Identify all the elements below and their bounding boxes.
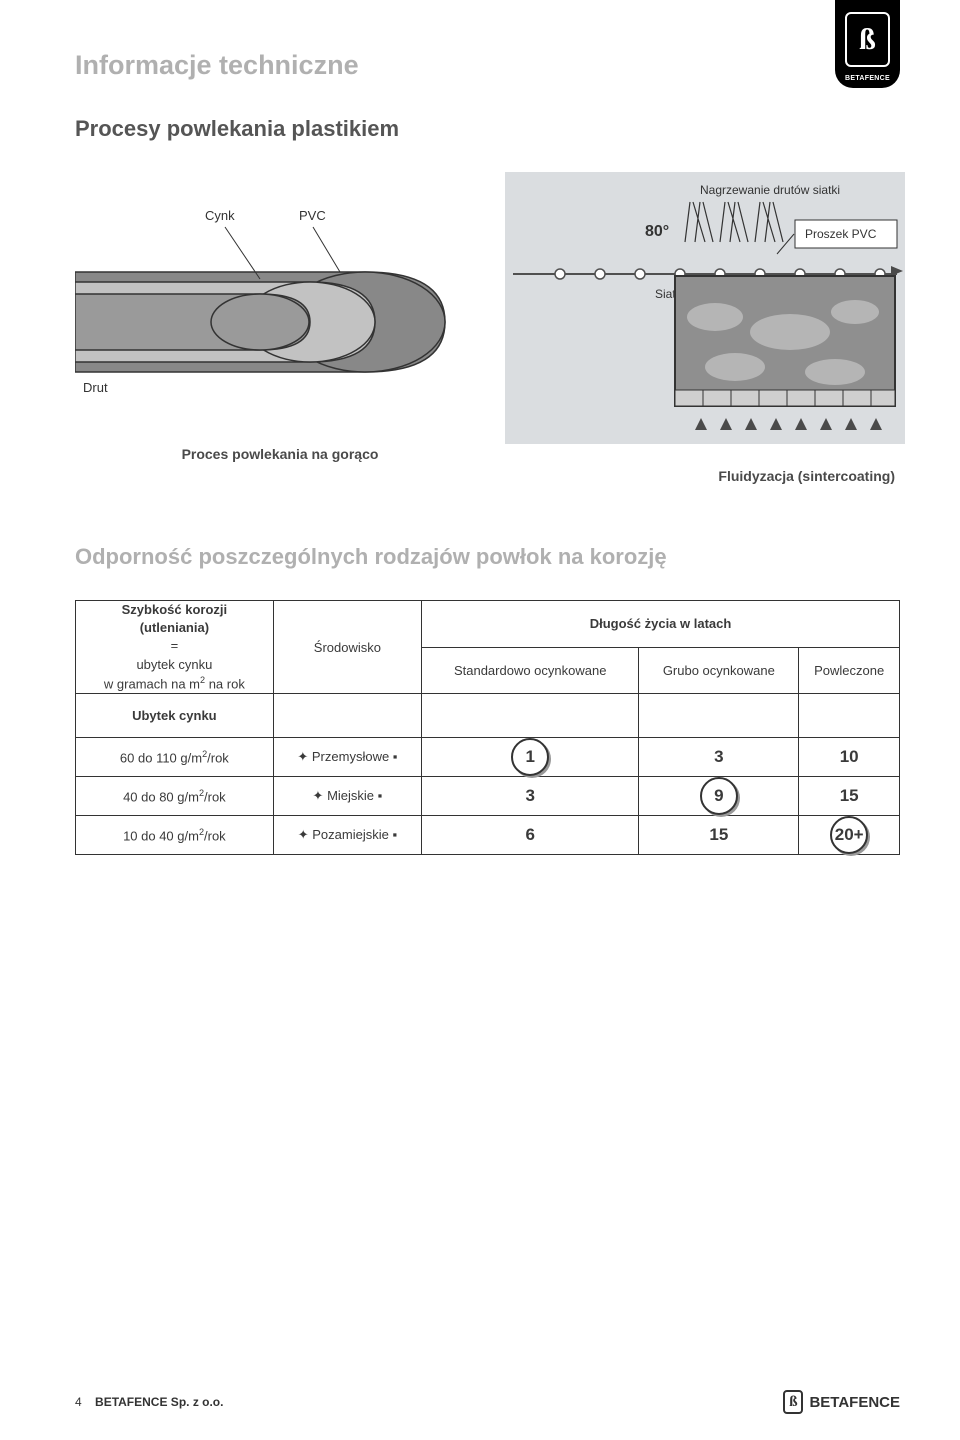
head-col1-l3: = — [76, 637, 273, 655]
table-row-rate: 40 do 80 g/m2/rok — [76, 777, 274, 816]
table-row-val: 15 — [639, 816, 799, 855]
table-row-val: 9 — [639, 777, 799, 816]
brand-logo: ß BETAFENCE — [835, 0, 900, 88]
head-col1-l1: Szybkość korozji — [76, 601, 273, 619]
label-drut: Drut — [83, 380, 108, 395]
section-subtitle: Procesy powlekania plastikiem — [75, 116, 900, 142]
footer-logo-icon: ß — [783, 1390, 803, 1414]
diagrams-row: Cynk PVC Drut Proces powlekania na gorąc… — [75, 172, 900, 484]
table-row-val: 1 — [422, 738, 639, 777]
diagram1-caption: Proces powlekania na gorąco — [75, 446, 485, 462]
head-col1-l5: w gramach na m2 na rok — [76, 674, 273, 694]
head-col1-l2: (utleniania) — [76, 619, 273, 637]
page-number: 4 — [75, 1395, 82, 1409]
label-powder: Proszek PVC — [805, 227, 877, 241]
footer-company: BETAFENCE Sp. z o.o. — [95, 1395, 223, 1409]
section2-title: Odporność poszczególnych rodzajów powłok… — [75, 544, 900, 570]
table-row-env: ✦ Pozamiejskie ▪ — [273, 816, 421, 855]
table-row-rate: 60 do 110 g/m2/rok — [76, 738, 274, 777]
diagram2-caption: Fluidyzacja (sintercoating) — [505, 468, 905, 484]
table-row-val: 3 — [639, 738, 799, 777]
logo-brand-text: BETAFENCE — [835, 75, 900, 82]
label-80deg: 80° — [645, 223, 669, 240]
footer-brand: BETAFENCE — [809, 1394, 900, 1411]
diagram-sintercoating: Nagrzewanie drutów siatki 80° Proszek PV… — [505, 172, 905, 444]
head-col1-l4: ubytek cynku — [76, 656, 273, 674]
head-span: Długość życia w latach — [422, 601, 900, 648]
subhead-1: Standardowo ocynkowane — [422, 647, 639, 694]
page-title: Informacje techniczne — [75, 50, 900, 81]
label-cynk: Cynk — [205, 208, 235, 223]
table-row-env: ✦ Przemysłowe ▪ — [273, 738, 421, 777]
footer: 4 BETAFENCE Sp. z o.o. ß BETAFENCE — [75, 1390, 900, 1414]
table-row-val: 15 — [799, 777, 900, 816]
logo-symbol: ß — [859, 23, 876, 57]
table-row-val: 20+ — [799, 816, 900, 855]
diagram-2-wrap: Nagrzewanie drutów siatki 80° Proszek PV… — [505, 172, 905, 484]
footer-right: ß BETAFENCE — [783, 1390, 900, 1414]
subhead-3: Powleczone — [799, 647, 900, 694]
corrosion-table: Szybkość korozji (utleniania) = ubytek c… — [75, 600, 900, 855]
head-env: Środowisko — [273, 601, 421, 694]
footer-left: 4 BETAFENCE Sp. z o.o. — [75, 1395, 223, 1409]
label-pvc: PVC — [299, 208, 326, 223]
label-heating: Nagrzewanie drutów siatki — [700, 183, 840, 197]
diagram-1-wrap: Cynk PVC Drut Proces powlekania na gorąc… — [75, 172, 485, 462]
table-row-val: 6 — [422, 816, 639, 855]
table-row-env: ✦ Miejskie ▪ — [273, 777, 421, 816]
ubytek-label: Ubytek cynku — [76, 694, 274, 738]
table-row-rate: 10 do 40 g/m2/rok — [76, 816, 274, 855]
diagram-wire-coating: Cynk PVC Drut — [75, 172, 485, 442]
subhead-2: Grubo ocynkowane — [639, 647, 799, 694]
table-row-val: 3 — [422, 777, 639, 816]
table-row-val: 10 — [799, 738, 900, 777]
